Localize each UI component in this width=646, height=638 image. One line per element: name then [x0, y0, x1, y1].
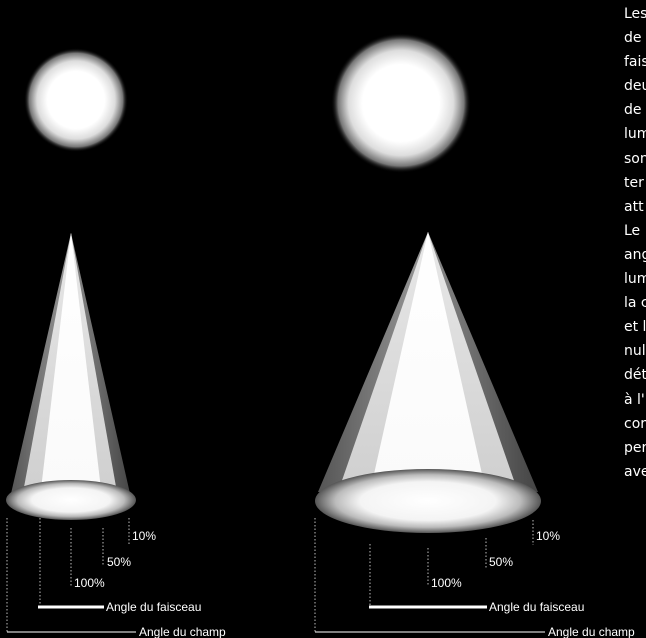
side-text-line: lum — [624, 271, 646, 288]
measure-lines-wide — [314, 518, 534, 632]
diagram-wide: 10% 50% 100% Angle du faisceau Angle du … — [314, 33, 635, 638]
diagram-narrow: 10% 50% 100% Angle du faisceau Angle du … — [6, 48, 226, 638]
label-beam-angle: Angle du faisceau — [106, 600, 201, 614]
side-text-line: ang — [624, 246, 646, 263]
label-10-percent: 10% — [132, 529, 156, 543]
light-pool-wide — [315, 469, 541, 533]
label-50-percent: 50% — [107, 555, 131, 569]
side-text-line: cor — [624, 415, 646, 432]
light-spot-small — [24, 48, 128, 152]
label-beam-angle: Angle du faisceau — [489, 600, 584, 614]
cone-core — [40, 233, 102, 498]
light-pool-narrow — [6, 480, 136, 520]
cone-core — [370, 232, 486, 492]
side-text-line: de — [624, 30, 642, 47]
side-text-line: per — [624, 439, 646, 456]
measure-lines-narrow — [6, 518, 130, 632]
side-text-line: lum — [624, 126, 646, 143]
side-text-line: et l — [624, 319, 646, 336]
side-text-line: dét — [624, 367, 646, 384]
side-text-line: nul — [624, 343, 646, 360]
side-text-line: fais — [624, 54, 646, 71]
label-50-percent: 50% — [489, 555, 513, 569]
side-text-line: Les — [624, 6, 646, 22]
label-100-percent: 100% — [431, 576, 462, 590]
label-100-percent: 100% — [74, 576, 105, 590]
label-field-angle: Angle du champ — [139, 625, 226, 638]
side-text-line: att — [624, 198, 644, 215]
light-cone-narrow — [6, 233, 136, 520]
side-text-line: Le — [624, 222, 641, 239]
light-spot-large — [331, 33, 471, 173]
side-text-line: son — [624, 150, 646, 167]
side-text-line: ave — [624, 463, 646, 480]
side-paragraph: Les de fais deu de lum son ter att Le ang lum la c et… — [624, 2, 646, 484]
side-text-line: de — [624, 102, 642, 119]
side-text-line: deu — [624, 78, 646, 95]
label-field-angle: Angle du champ — [548, 625, 635, 638]
label-10-percent: 10% — [536, 529, 560, 543]
side-text-line: à l' — [624, 391, 645, 408]
side-text-line: ter — [624, 174, 644, 191]
side-text-line: la c — [624, 295, 646, 312]
light-cone-wide — [315, 232, 541, 533]
